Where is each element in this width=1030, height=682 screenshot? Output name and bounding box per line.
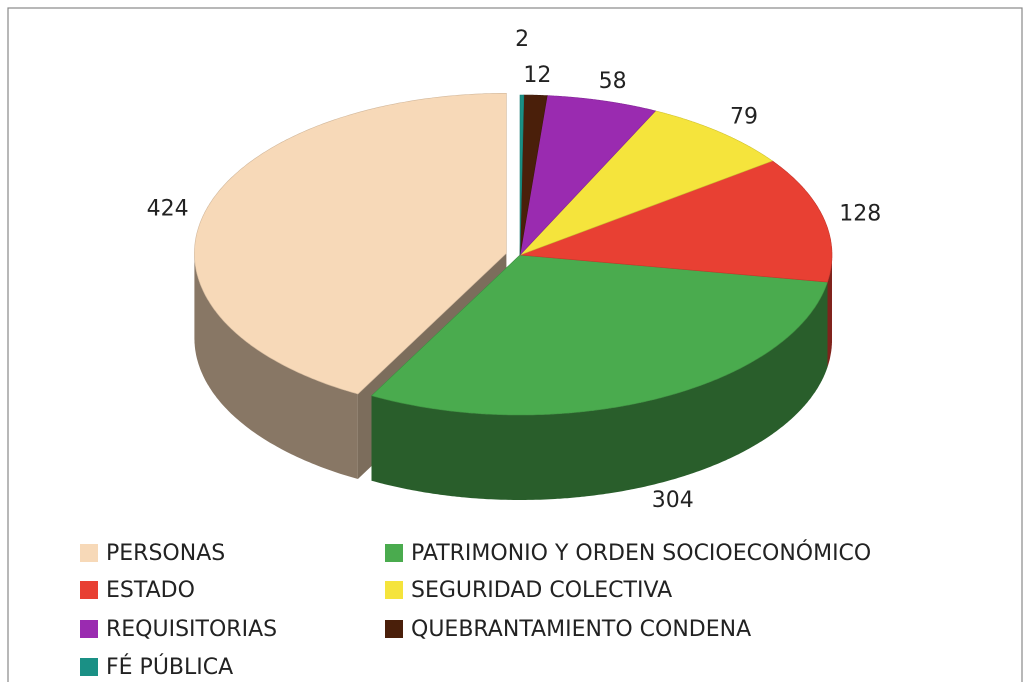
legend-label: PATRIMONIO Y ORDEN SOCIOECONÓMICO — [411, 540, 871, 566]
data-label: 128 — [839, 201, 881, 226]
legend-swatch — [385, 620, 403, 638]
legend-swatch — [80, 544, 98, 562]
slice — [519, 160, 833, 283]
data-label: 2 — [515, 27, 529, 52]
legend-swatch — [80, 620, 98, 638]
legend-label: REQUISITORIAS — [106, 617, 277, 642]
slice — [519, 94, 525, 256]
legend-swatch — [385, 581, 403, 599]
data-label: 424 — [147, 196, 189, 221]
legend-label: ESTADO — [106, 578, 195, 603]
slice — [519, 94, 548, 256]
slice — [519, 110, 774, 256]
legend-label: PERSONAS — [106, 541, 225, 566]
legend-swatch — [385, 544, 403, 562]
slice — [194, 93, 507, 395]
legend-label: SEGURIDAD COLECTIVA — [411, 578, 672, 603]
legend-swatch — [80, 658, 98, 676]
slice-side — [371, 282, 828, 500]
slice — [519, 95, 657, 256]
legend-swatch — [80, 581, 98, 599]
data-label: 12 — [523, 63, 551, 88]
slice-side — [827, 253, 832, 368]
data-label: 79 — [730, 104, 758, 129]
legend-label: FÉ PÚBLICA — [106, 654, 233, 680]
legend-label: QUEBRANTAMIENTO CONDENA — [411, 617, 751, 642]
data-label: 58 — [599, 69, 627, 94]
data-label: 304 — [652, 488, 694, 513]
slice — [370, 254, 828, 416]
slice-side — [194, 252, 358, 479]
